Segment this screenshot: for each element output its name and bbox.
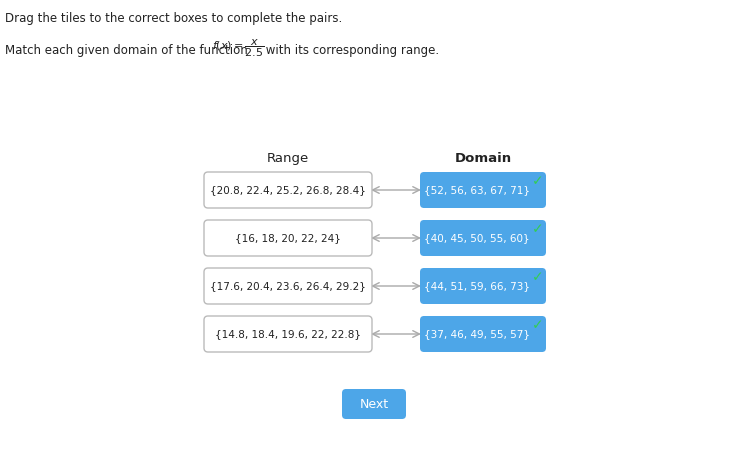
- Text: Domain: Domain: [455, 152, 512, 165]
- Text: Drag the tiles to the correct boxes to complete the pairs.: Drag the tiles to the correct boxes to c…: [5, 12, 342, 25]
- Text: {52, 56, 63, 67, 71}: {52, 56, 63, 67, 71}: [424, 185, 530, 195]
- Text: Next: Next: [360, 397, 389, 410]
- FancyBboxPatch shape: [204, 316, 372, 352]
- FancyBboxPatch shape: [420, 268, 546, 304]
- FancyBboxPatch shape: [420, 220, 546, 256]
- FancyBboxPatch shape: [420, 316, 546, 352]
- FancyBboxPatch shape: [342, 389, 406, 419]
- Text: Range: Range: [267, 152, 309, 165]
- Text: ✓: ✓: [533, 222, 544, 236]
- Text: ✓: ✓: [533, 270, 544, 284]
- FancyBboxPatch shape: [204, 220, 372, 256]
- Text: with its corresponding range.: with its corresponding range.: [262, 44, 439, 57]
- Text: {17.6, 20.4, 23.6, 26.4, 29.2}: {17.6, 20.4, 23.6, 26.4, 29.2}: [210, 281, 366, 291]
- Text: ✓: ✓: [533, 174, 544, 188]
- Text: {44, 51, 59, 66, 73}: {44, 51, 59, 66, 73}: [424, 281, 530, 291]
- Text: {40, 45, 50, 55, 60}: {40, 45, 50, 55, 60}: [424, 233, 530, 243]
- Text: {37, 46, 49, 55, 57}: {37, 46, 49, 55, 57}: [424, 329, 530, 339]
- Text: {20.8, 22.4, 25.2, 26.8, 28.4}: {20.8, 22.4, 25.2, 26.8, 28.4}: [210, 185, 366, 195]
- FancyBboxPatch shape: [204, 172, 372, 208]
- FancyBboxPatch shape: [204, 268, 372, 304]
- Text: {16, 18, 20, 22, 24}: {16, 18, 20, 22, 24}: [235, 233, 341, 243]
- Text: {14.8, 18.4, 19.6, 22, 22.8}: {14.8, 18.4, 19.6, 22, 22.8}: [215, 329, 361, 339]
- Text: Match each given domain of the function: Match each given domain of the function: [5, 44, 252, 57]
- FancyBboxPatch shape: [420, 172, 546, 208]
- Text: $f(x)=\dfrac{x}{2.5}$: $f(x)=\dfrac{x}{2.5}$: [212, 38, 264, 60]
- Text: ✓: ✓: [533, 318, 544, 332]
